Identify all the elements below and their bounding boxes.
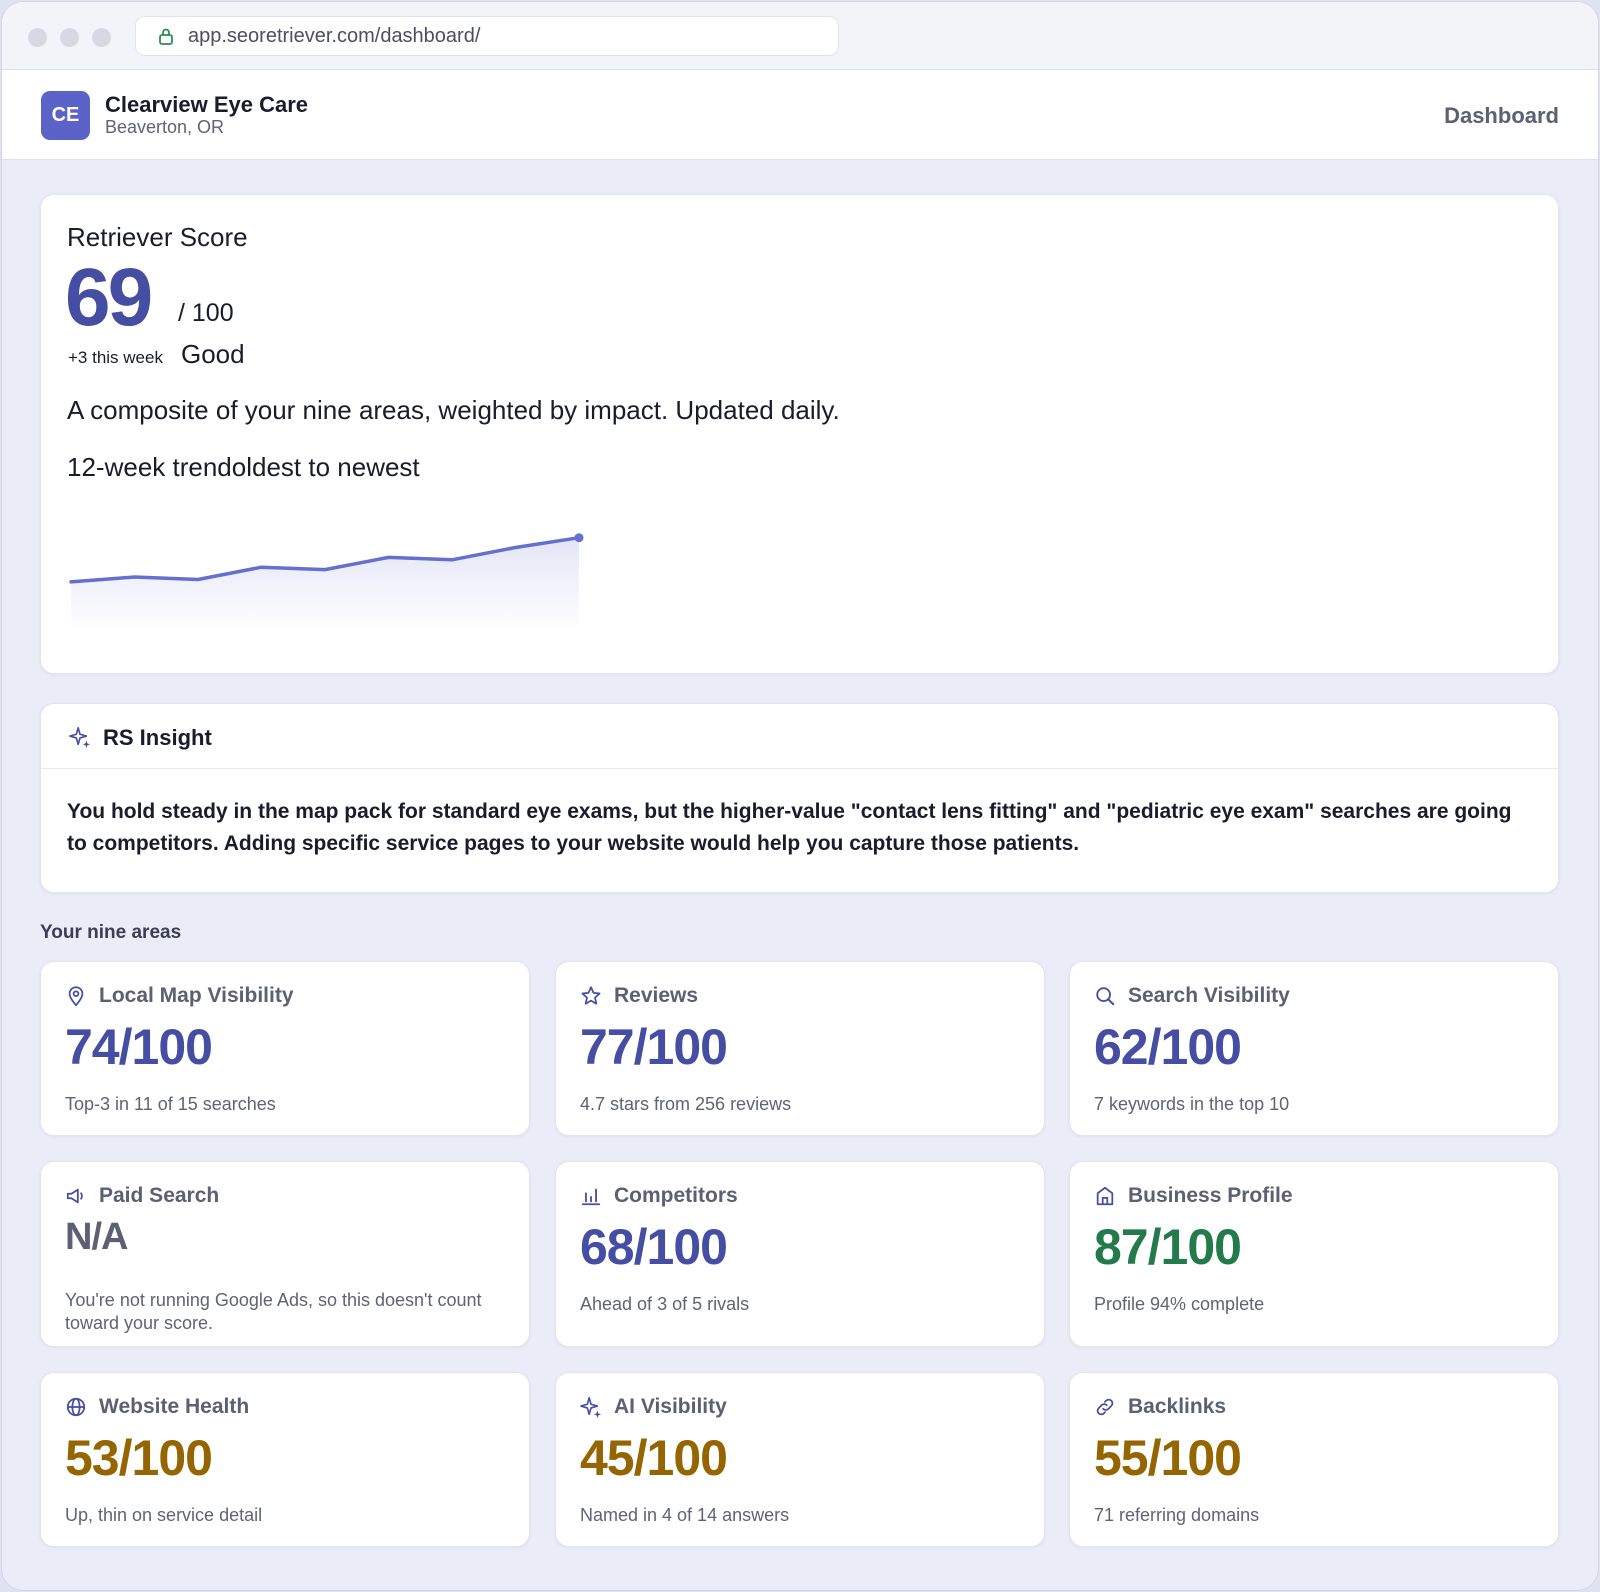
area-name: Paid Search bbox=[99, 1184, 220, 1207]
retriever-score-card: Retriever Score 69 / 100 +3 this week Go… bbox=[40, 194, 1559, 674]
area-score: 55/100 bbox=[1094, 1430, 1242, 1486]
insight-text: You hold steady in the map pack for stan… bbox=[67, 800, 1512, 855]
score-value: 69 bbox=[65, 252, 153, 343]
trend-chart bbox=[69, 533, 584, 631]
area-note: You're not running Google Ads, so this d… bbox=[65, 1290, 482, 1333]
map-pin-icon bbox=[68, 986, 84, 1007]
area-note: Named in 4 of 14 answers bbox=[580, 1505, 790, 1525]
score-grade: Good bbox=[181, 339, 245, 369]
address-bar[interactable]: app.seoretriever.com/dashboard/ bbox=[135, 16, 839, 56]
area-card-local-map-visibility[interactable]: Local Map Visibility 74/100 Top-3 in 11 … bbox=[40, 961, 530, 1136]
area-card-backlinks[interactable]: Backlinks 55/100 71 referring domains bbox=[1069, 1372, 1559, 1547]
business-location: Beaverton, OR bbox=[105, 117, 225, 137]
rs-insight-card: RS Insight You hold steady in the map pa… bbox=[40, 703, 1559, 893]
area-name: Reviews bbox=[614, 984, 699, 1007]
bar-chart-icon bbox=[581, 1188, 601, 1206]
trend-latest-point bbox=[574, 533, 584, 543]
area-score: 87/100 bbox=[1094, 1219, 1242, 1275]
minimize-window-button[interactable] bbox=[60, 28, 79, 47]
area-name: AI Visibility bbox=[614, 1395, 727, 1418]
area-name: Competitors bbox=[614, 1184, 738, 1207]
area-name: Business Profile bbox=[1128, 1184, 1293, 1207]
area-card-competitors[interactable]: Competitors 68/100 Ahead of 3 of 5 rival… bbox=[555, 1161, 1045, 1347]
search-icon bbox=[1096, 987, 1115, 1006]
score-max: / 100 bbox=[178, 299, 234, 327]
area-note: Up, thin on service detail bbox=[65, 1505, 263, 1525]
maximize-window-button[interactable] bbox=[92, 28, 111, 47]
score-description: A composite of your nine areas, weighted… bbox=[67, 395, 840, 425]
window-controls bbox=[28, 28, 111, 47]
trend-label: 12-week trendoldest to newest bbox=[67, 452, 420, 482]
area-card-business-profile[interactable]: Business Profile 87/100 Profile 94% comp… bbox=[1069, 1161, 1559, 1347]
area-note: Profile 94% complete bbox=[1094, 1294, 1265, 1314]
business-name: Clearview Eye Care bbox=[105, 92, 309, 117]
area-name: Website Health bbox=[99, 1395, 250, 1418]
area-card-ai-visibility[interactable]: AI Visibility 45/100 Named in 4 of 14 an… bbox=[555, 1372, 1045, 1547]
megaphone-icon bbox=[66, 1188, 83, 1204]
area-score: 77/100 bbox=[580, 1019, 728, 1075]
area-score: 68/100 bbox=[580, 1219, 728, 1275]
area-score: 74/100 bbox=[65, 1019, 213, 1075]
insight-title: RS Insight bbox=[103, 725, 212, 750]
sparkle-icon bbox=[580, 1397, 602, 1418]
area-note: Top-3 in 11 of 15 searches bbox=[65, 1094, 276, 1114]
area-score: N/A bbox=[65, 1216, 128, 1258]
storefront-icon bbox=[1096, 1186, 1114, 1206]
area-card-search-visibility[interactable]: Search Visibility 62/100 7 keywords in t… bbox=[1069, 961, 1559, 1136]
insight-header: RS Insight bbox=[41, 704, 1558, 769]
score-label: Retriever Score bbox=[67, 222, 248, 252]
globe-icon bbox=[66, 1397, 86, 1417]
trend-line bbox=[69, 535, 581, 584]
lock-icon bbox=[159, 28, 173, 45]
area-note: Ahead of 3 of 5 rivals bbox=[580, 1294, 750, 1314]
area-card-paid-search[interactable]: Paid Search N/A You're not running Googl… bbox=[40, 1161, 530, 1347]
score-delta: +3 this week bbox=[68, 348, 163, 367]
area-name: Local Map Visibility bbox=[99, 984, 294, 1007]
area-score: 53/100 bbox=[65, 1430, 213, 1486]
area-card-website-health[interactable]: Website Health 53/100 Up, thin on servic… bbox=[40, 1372, 530, 1547]
area-name: Backlinks bbox=[1128, 1395, 1227, 1418]
star-icon bbox=[581, 986, 601, 1005]
area-card-reviews[interactable]: Reviews 77/100 4.7 stars from 256 review… bbox=[555, 961, 1045, 1136]
area-note: 71 referring domains bbox=[1094, 1505, 1260, 1525]
area-note: 7 keywords in the top 10 bbox=[1094, 1094, 1290, 1114]
business-avatar: CE bbox=[41, 91, 90, 140]
nav-dashboard-link[interactable]: Dashboard bbox=[1444, 103, 1559, 128]
sparkle-icon bbox=[69, 727, 91, 748]
areas-section-title: Your nine areas bbox=[40, 922, 182, 943]
app-header: CE Clearview Eye Care Beaverton, OR Dash… bbox=[2, 70, 1598, 160]
close-window-button[interactable] bbox=[28, 28, 47, 47]
area-score: 45/100 bbox=[580, 1430, 728, 1486]
browser-chrome: app.seoretriever.com/dashboard/ bbox=[2, 2, 1598, 70]
area-note: 4.7 stars from 256 reviews bbox=[580, 1094, 792, 1114]
url-text: app.seoretriever.com/dashboard/ bbox=[188, 24, 481, 47]
area-name: Search Visibility bbox=[1128, 984, 1290, 1007]
area-score: 62/100 bbox=[1094, 1019, 1242, 1075]
link-icon bbox=[1096, 1398, 1114, 1416]
